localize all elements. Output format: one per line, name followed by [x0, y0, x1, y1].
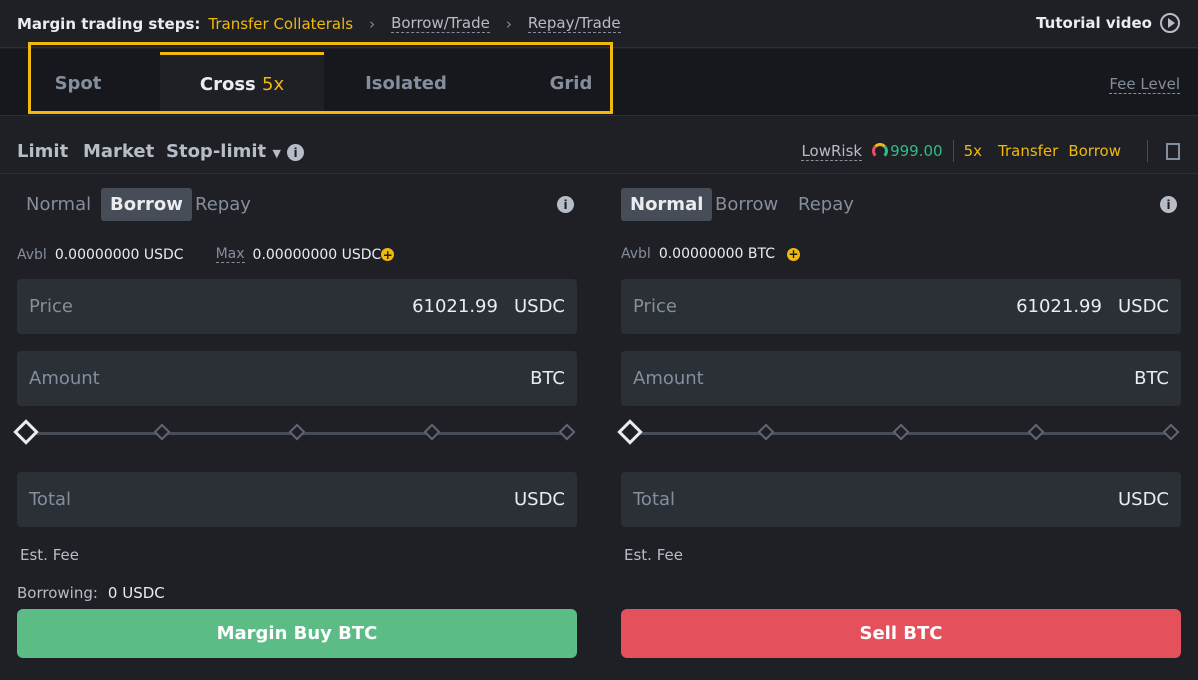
margin-level-value: 999.00	[890, 142, 943, 160]
field-label: Price	[29, 296, 73, 317]
divider	[952, 140, 954, 162]
buy-est-fee: Est. Fee	[20, 546, 79, 564]
step-transfer-collaterals[interactable]: Transfer Collaterals	[208, 14, 354, 33]
field-label: Amount	[633, 368, 704, 389]
slider-tick[interactable]	[288, 423, 306, 441]
tab-cross[interactable]: Cross 5x	[160, 52, 324, 114]
unit: USDC	[1117, 296, 1169, 317]
tab-label: Isolated	[365, 72, 447, 94]
play-icon	[1160, 13, 1180, 33]
max-label: Max	[215, 246, 245, 263]
field-label: Total	[633, 489, 676, 510]
slider-handle[interactable]	[617, 419, 643, 445]
sell-est-fee: Est. Fee	[624, 546, 683, 564]
field-label: Total	[29, 489, 72, 510]
tab-label: Grid	[549, 72, 593, 94]
field-label: Price	[633, 296, 677, 317]
top-bar	[0, 0, 1198, 48]
buy-mode-normal[interactable]: Normal	[26, 194, 92, 215]
borrowing-value: 0 USDC	[107, 584, 165, 602]
margin-steps: Margin trading steps: Transfer Collatera…	[17, 14, 621, 33]
leverage-button[interactable]: 5x	[963, 142, 983, 160]
steps-label: Margin trading steps:	[17, 14, 201, 33]
unit: BTC	[1134, 368, 1169, 389]
buy-amount-input[interactable]: Amount BTC	[17, 351, 577, 406]
risk-level-link[interactable]: LowRisk	[801, 141, 863, 161]
transfer-button[interactable]: Transfer	[998, 142, 1059, 160]
unit: USDC	[1117, 489, 1169, 510]
tab-isolated[interactable]: Isolated	[330, 52, 482, 114]
fee-level-link[interactable]: Fee Level	[1109, 75, 1180, 94]
buy-total-input[interactable]: Total USDC	[17, 472, 577, 527]
margin-level: 999.00	[872, 142, 943, 160]
plus-circle-icon[interactable]: +	[381, 247, 395, 262]
order-type-stop-limit[interactable]: Stop-limit ▼	[166, 141, 281, 162]
tab-label: Cross	[199, 74, 256, 95]
buy-available: Avbl 0.00000000 USDC Max 0.00000000 USDC…	[17, 246, 395, 263]
sell-mode-normal[interactable]: Normal	[621, 188, 713, 221]
caret-down-icon: ▼	[272, 147, 281, 160]
slider-handle[interactable]	[13, 419, 39, 445]
unit: USDC	[513, 296, 565, 317]
buy-amount-slider[interactable]	[13, 418, 576, 448]
borrowing-info: Borrowing: 0 USDC	[17, 584, 165, 602]
chevron-right-icon: ›	[369, 14, 376, 33]
margin-tools: LowRisk 999.00 5x Transfer Borrow	[801, 140, 1180, 162]
chevron-right-icon: ›	[505, 14, 512, 33]
unit: BTC	[530, 368, 565, 389]
price-value: 61021.99	[412, 296, 498, 317]
slider-tick[interactable]	[1027, 423, 1045, 441]
borrowing-label: Borrowing:	[17, 584, 98, 602]
field-label: Amount	[29, 368, 100, 389]
highlight-box	[28, 42, 613, 114]
slider-tick[interactable]	[1162, 423, 1180, 441]
tab-label: Spot	[54, 72, 102, 94]
avbl-label: Avbl	[17, 246, 47, 263]
tutorial-label: Tutorial video	[1036, 14, 1152, 32]
max-value: 0.00000000 USDC	[252, 246, 382, 263]
plus-circle-icon[interactable]: +	[787, 247, 801, 261]
buy-mode-borrow[interactable]: Borrow	[101, 188, 192, 221]
slider-tick[interactable]	[558, 423, 576, 441]
sell-mode-repay[interactable]: Repay	[798, 194, 854, 215]
sell-available: Avbl 0.00000000 BTC +	[621, 246, 801, 262]
sell-total-input[interactable]: Total USDC	[621, 472, 1181, 527]
buy-price-input[interactable]: Price 61021.99 USDC	[17, 279, 577, 334]
slider-tick[interactable]	[423, 423, 441, 441]
margin-buy-button[interactable]: Margin Buy BTC	[17, 609, 577, 658]
buy-mode-repay[interactable]: Repay	[195, 194, 251, 215]
sell-price-input[interactable]: Price 61021.99 USDC	[621, 279, 1181, 334]
sell-amount-input[interactable]: Amount BTC	[621, 351, 1181, 406]
stop-limit-label: Stop-limit	[166, 141, 267, 162]
sell-mode-borrow[interactable]: Borrow	[715, 194, 779, 215]
slider-tick[interactable]	[892, 423, 910, 441]
leverage-badge: 5x	[262, 74, 285, 95]
info-icon[interactable]: i	[557, 196, 574, 213]
unit: USDC	[513, 489, 565, 510]
borrow-button[interactable]: Borrow	[1068, 142, 1121, 160]
sell-amount-slider[interactable]	[617, 418, 1180, 448]
tab-grid[interactable]: Grid	[530, 52, 612, 114]
price-value: 61021.99	[1016, 296, 1102, 317]
info-icon[interactable]: i	[287, 144, 304, 161]
order-type-limit[interactable]: Limit	[17, 141, 69, 162]
gauge-icon	[872, 143, 889, 159]
avbl-label: Avbl	[621, 246, 651, 262]
order-type-market[interactable]: Market	[83, 141, 155, 162]
avbl-value: 0.00000000 USDC	[54, 246, 184, 263]
avbl-value: 0.00000000 BTC	[658, 246, 776, 262]
tab-spot[interactable]: Spot	[31, 52, 125, 114]
step-borrow-trade[interactable]: Borrow/Trade	[391, 14, 490, 33]
order-type-row	[0, 128, 1198, 174]
slider-tick[interactable]	[757, 423, 775, 441]
step-repay-trade[interactable]: Repay/Trade	[527, 14, 621, 33]
tutorial-video-link[interactable]: Tutorial video	[1036, 13, 1180, 33]
sell-button[interactable]: Sell BTC	[621, 609, 1181, 658]
divider	[1147, 140, 1148, 162]
slider-tick[interactable]	[153, 423, 171, 441]
info-icon[interactable]: i	[1160, 196, 1177, 213]
calculator-icon[interactable]	[1166, 142, 1180, 160]
